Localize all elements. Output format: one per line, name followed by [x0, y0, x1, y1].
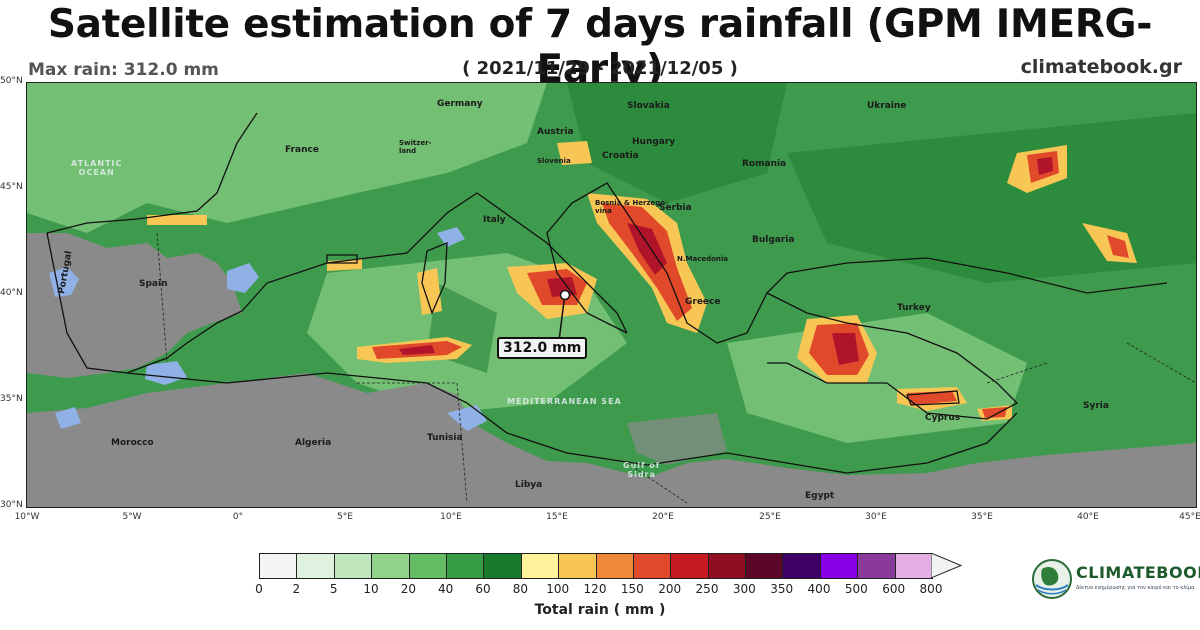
colorbar-swatch [446, 554, 485, 578]
colorbar-tick-label: 120 [583, 582, 607, 596]
logo-tagline: Δίκτυο ενημέρωσης για τον καιρό και το κ… [1076, 585, 1195, 591]
colorbar-swatch [820, 554, 859, 578]
colorbar-title: Total rain ( mm ) [534, 602, 666, 618]
colorbar-swatch [260, 554, 298, 578]
lon-label: 5°W [122, 512, 142, 522]
label-romania: Romania [742, 159, 787, 169]
lon-label: 30°E [865, 512, 887, 522]
lon-label: 0° [232, 512, 244, 522]
label-croatia: Croatia [602, 151, 639, 161]
colorbar-swatch [409, 554, 447, 578]
colorbar-tick-label: 20 [400, 582, 416, 596]
colorbar-swatch [783, 554, 821, 578]
colorbar-swatch [297, 554, 335, 578]
label-atlantic: ATLANTIC OCEAN [71, 159, 123, 177]
site-name[interactable]: climatebook.gr [1020, 56, 1182, 78]
lon-label: 5°E [337, 512, 353, 522]
label-nmacedonia: N.Macedonia [677, 255, 729, 263]
colorbar-tick-label: 60 [475, 582, 491, 596]
label-greece: Greece [685, 297, 721, 307]
label-switzerland: Switzer- land [399, 139, 432, 155]
lat-label: 45°N [0, 182, 23, 192]
lat-label: 40°N [0, 288, 23, 298]
lat-label: 50°N [0, 76, 23, 86]
colorbar-tick-label: 100 [546, 582, 570, 596]
logo-name: CLIMATEBOOK [1076, 563, 1200, 582]
page-title: Satellite estimation of 7 days rainfall … [47, 2, 1153, 92]
colorbar-tick-label: 0 [255, 582, 263, 596]
colorbar-tick-label: 500 [844, 582, 868, 596]
label-serbia: Serbia [659, 203, 692, 213]
colorbar-swatch [708, 554, 747, 578]
colorbar-swatch [596, 554, 634, 578]
label-morocco: Morocco [111, 438, 154, 448]
colorbar-swatch [484, 554, 522, 578]
label-libya: Libya [515, 480, 543, 490]
lat-label: 35°N [0, 394, 23, 404]
label-turkey: Turkey [897, 303, 931, 313]
label-gulf-sidra: Gulf of Sidra [623, 461, 661, 479]
colorbar-swatch [521, 554, 560, 578]
max-rain-marker-label: 312.0 mm [497, 337, 588, 359]
label-syria: Syria [1083, 401, 1109, 411]
colorbar-swatch [559, 554, 597, 578]
label-germany: Germany [437, 99, 483, 109]
lon-label: 10°E [440, 512, 462, 522]
label-mediterranean: MEDITERRANEAN SEA [507, 397, 622, 406]
label-hungary: Hungary [632, 137, 676, 147]
label-italy: Italy [483, 215, 506, 225]
colorbar-tick-label: 400 [807, 582, 831, 596]
colorbar-tick-label: 80 [512, 582, 528, 596]
lon-label: 40°E [1077, 512, 1099, 522]
colorbar-tick-label: 600 [882, 582, 906, 596]
label-ukraine: Ukraine [867, 101, 907, 111]
lon-label: 25°E [759, 512, 781, 522]
label-bosnia: Bosnia & Herzego- vina [595, 199, 669, 215]
lon-label: 10°W [14, 512, 40, 522]
label-algeria: Algeria [295, 438, 332, 448]
colorbar-arrow [931, 553, 963, 579]
colorbar-swatch [372, 554, 410, 578]
colorbar [259, 553, 933, 579]
map-canvas [27, 83, 1196, 507]
label-slovakia: Slovakia [627, 101, 670, 111]
label-slovenia: Slovenia [537, 157, 571, 165]
lon-label: 35°E [971, 512, 993, 522]
label-france: France [285, 145, 319, 155]
label-austria: Austria [537, 127, 574, 137]
label-cyprus: Cyprus [925, 413, 961, 423]
colorbar-swatch [746, 554, 784, 578]
globe-logo-icon [1032, 559, 1072, 599]
colorbar-swatch [895, 554, 933, 578]
colorbar-tick-label: 5 [329, 582, 338, 596]
colorbar-swatch [334, 554, 373, 578]
colorbar-tick-label: 150 [620, 582, 644, 596]
max-rain-label: Max rain: 312.0 mm [28, 60, 219, 80]
colorbar-tick-label: 250 [695, 582, 719, 596]
label-tunisia: Tunisia [427, 433, 463, 443]
colorbar-tick-label: 800 [919, 582, 943, 596]
label-spain: Spain [139, 279, 168, 289]
date-range: ( 2021/11/29 - 2021/12/05 ) [462, 58, 738, 79]
colorbar-tick-label: 10 [363, 582, 379, 596]
lon-label: 20°E [652, 512, 674, 522]
colorbar-tick-label: 350 [770, 582, 794, 596]
lon-label: 15°E [546, 512, 568, 522]
lon-label: 45°E [1179, 512, 1200, 522]
label-egypt: Egypt [805, 491, 835, 501]
colorbar-tick-label: 300 [732, 582, 756, 596]
lat-label: 30°N [0, 500, 23, 510]
colorbar-tick-label: 2 [292, 582, 301, 596]
colorbar-tick-label: 200 [658, 582, 682, 596]
colorbar-swatch [671, 554, 709, 578]
colorbar-tick-label: 40 [438, 582, 454, 596]
label-bulgaria: Bulgaria [752, 235, 795, 245]
rainfall-map: Germany Slovakia Ukraine Austria Hungary… [26, 82, 1197, 508]
colorbar-swatch [633, 554, 672, 578]
climatebook-logo: CLIMATEBOOK Δίκτυο ενημέρωσης για τον κα… [1030, 555, 1200, 615]
colorbar-swatch [858, 554, 896, 578]
